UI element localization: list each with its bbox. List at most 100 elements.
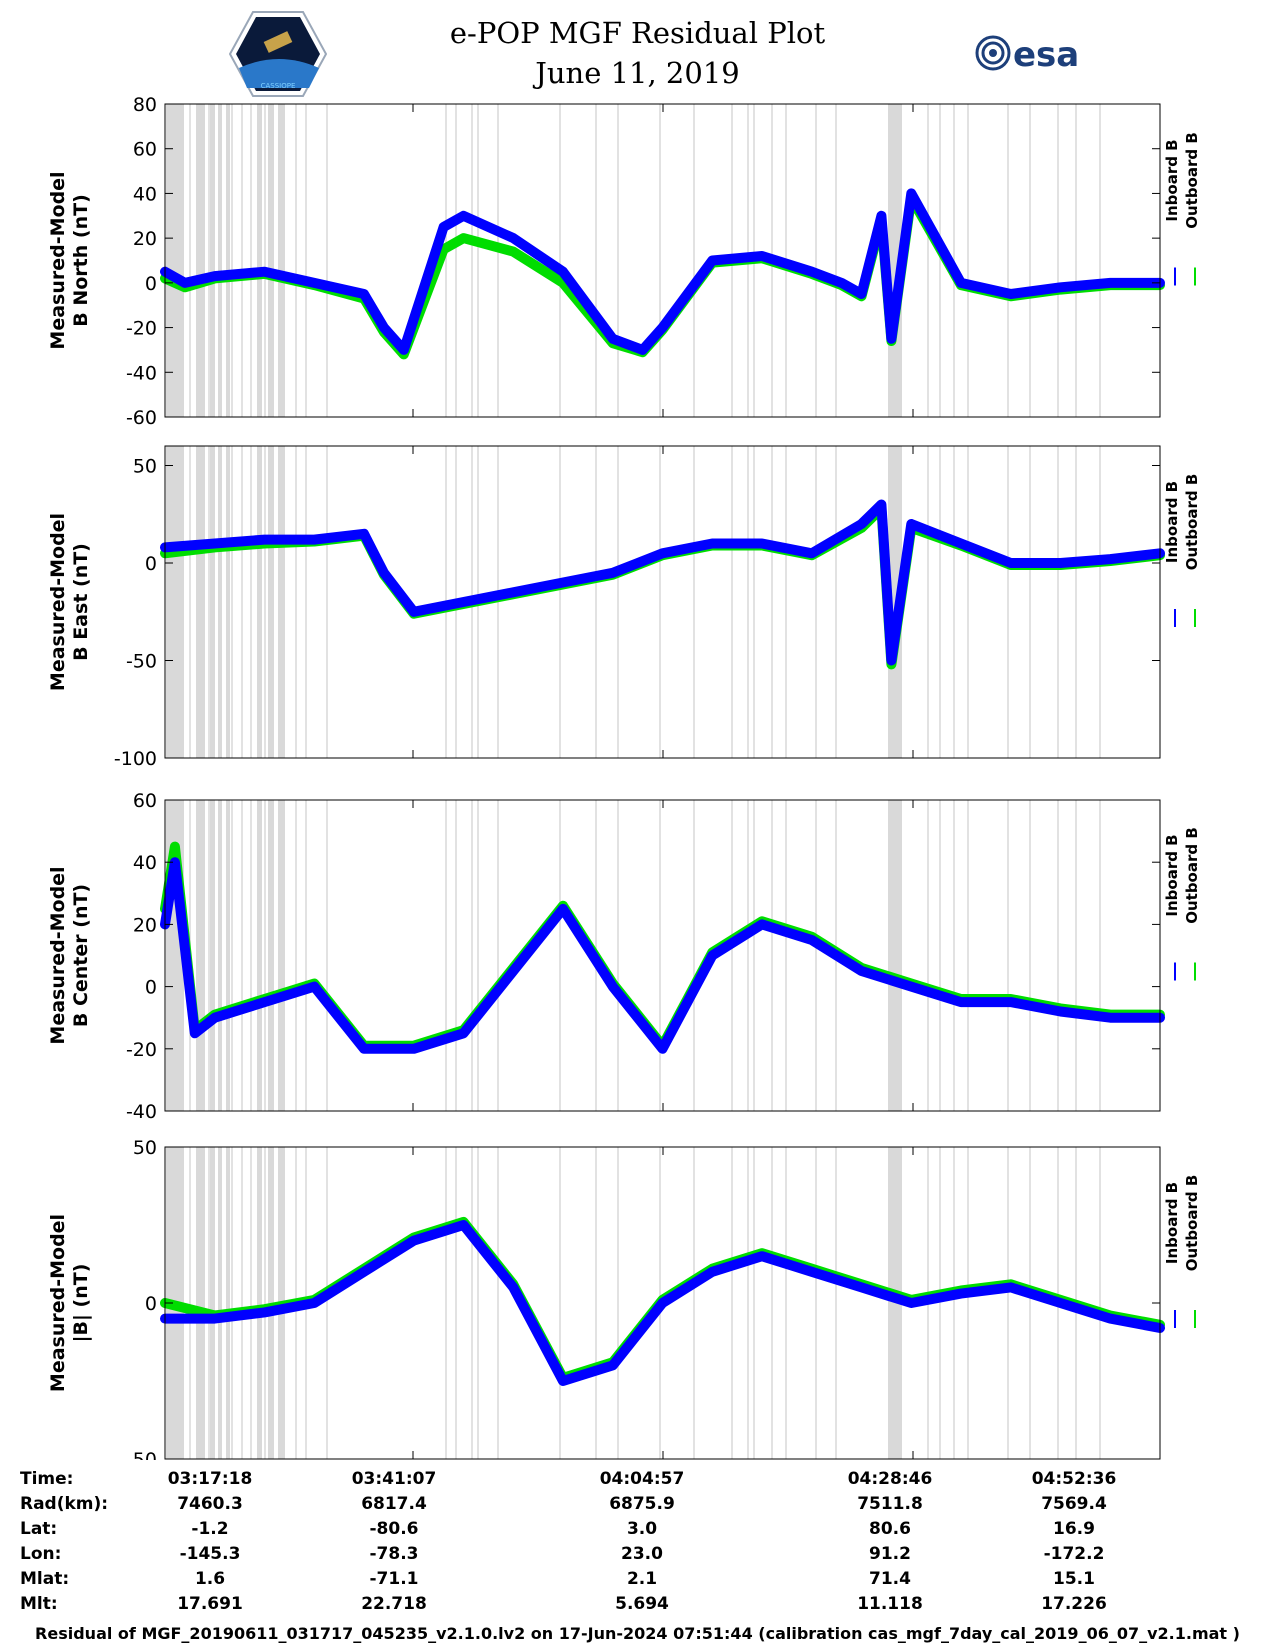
y-tick-label: -60 [126,407,157,429]
y-tick-label: 20 [133,228,157,250]
info-cell: 03:41:07 [351,1468,437,1489]
cassiope-logo-text: CASSIOPE [261,82,296,90]
info-row-label: Mlat: [20,1568,70,1589]
data-gap-band [210,1147,215,1459]
footer-caption: Residual of MGF_20190611_031717_045235_v… [35,1624,1240,1643]
plot-date: June 11, 2019 [535,56,740,90]
data-gap-band [268,104,274,417]
data-gap-band [166,446,184,758]
data-gap-band [268,800,274,1111]
y-tick-label: 50 [133,1137,157,1159]
cassiope-logo: CASSIOPE [229,11,327,97]
info-cell: 11.118 [857,1593,923,1614]
data-gap-band [226,800,230,1111]
info-cell: -80.6 [369,1518,419,1539]
info-cell: 3.0 [626,1518,658,1539]
info-cell: 17.691 [177,1593,243,1614]
info-cell: 7460.3 [177,1493,243,1514]
data-gap-band [257,104,262,417]
info-cell: 04:52:36 [1031,1468,1117,1489]
info-row: Lon: -145.3 -78.3 23.0 91.2 -172.2 [20,1541,1134,1566]
plot-frame [164,103,1161,418]
info-cell: 1.6 [194,1568,226,1589]
y-tick-label: 80 [133,94,157,116]
y-axis-label: Measured-Model [47,1214,69,1392]
y-tick-label: -50 [126,1449,157,1460]
series-outboard-b [160,841,1165,1051]
info-cell: -172.2 [1043,1543,1105,1564]
data-gap-band [196,1147,205,1459]
chart-panel-2: 50 0 -50 -100 Measured-Model B East (nT) Inboa… [47,445,1201,770]
y-tick-label: 60 [133,790,157,812]
y-tick-label: -40 [126,362,157,384]
plot-title: e-POP MGF Residual Plot [449,16,826,50]
y-tick-label: -100 [114,748,157,770]
y-tick-label: 0 [145,1293,157,1315]
info-cell: 23.0 [621,1543,663,1564]
legend-outboard-label: Outboard B [1183,1175,1201,1272]
legend-inboard-label: Inboard B [1163,481,1181,563]
y-tick-label: 40 [133,852,157,874]
y-axis-label: B North (nT) [70,194,92,327]
info-row: Mlt: 17.691 22.718 5.694 11.118 17.226 [20,1591,1134,1616]
data-gap-band [196,446,205,758]
info-cell: 80.6 [869,1518,911,1539]
data-gap-band [166,104,184,417]
series-inboard-b [160,1220,1165,1386]
y-axis-label: B Center (nT) [70,884,92,1027]
data-gap-band [278,446,285,758]
info-cell: -78.3 [369,1543,419,1564]
data-gap-band [226,1147,230,1459]
y-tick-label: 20 [133,914,157,936]
data-gap-band [210,446,215,758]
y-tick-label: 0 [145,977,157,999]
esa-logo: esa [975,35,1079,75]
info-row: Lat: -1.2 -80.6 3.0 80.6 16.9 [20,1516,1134,1541]
info-row-label: Rad(km): [20,1493,109,1514]
info-cell: 6817.4 [361,1493,427,1514]
y-tick-label: -20 [126,318,157,340]
data-gap-band [218,104,222,417]
info-cell: 22.718 [361,1593,427,1614]
y-axis-label: |B| (nT) [70,1264,92,1343]
chart-panel-3: 60 40 20 0 -20 -40 Measured-Model B Center (nT)… [47,790,1201,1123]
info-cell: 04:04:57 [599,1468,685,1489]
info-row-label: Mlt: [20,1593,58,1614]
info-cell: 6875.9 [609,1493,675,1514]
legend-outboard-label: Outboard B [1183,132,1201,229]
esa-logo-text: esa [1013,35,1079,75]
y-axis-label: B East (nT) [70,543,92,661]
y-tick-label: 0 [145,273,157,295]
data-gap-band [226,104,230,417]
data-gap-band [218,800,222,1111]
series-inboard-b [160,857,1165,1054]
info-cell: -71.1 [369,1568,419,1589]
legend-inboard-label: Inboard B [1163,139,1181,221]
info-row-label: Time: [20,1468,74,1489]
info-cell: 15.1 [1053,1568,1095,1589]
data-gap-band [210,800,215,1111]
y-tick-label: 0 [145,553,157,575]
y-tick-label: 50 [133,456,157,478]
y-tick-label: -40 [126,1101,157,1123]
info-row: Rad(km): 7460.3 6817.4 6875.9 7511.8 7569.4 [20,1491,1134,1516]
residual-charts: 80 60 40 20 0 -20 -40 -60 Measured-Model B North … [47,94,1201,1460]
info-cell: 7511.8 [857,1493,923,1514]
series-outboard-b [160,503,1165,670]
data-gap-band [210,104,215,417]
y-axis-label: Measured-Model [47,866,69,1044]
legend-inboard-label: Inboard B [1163,834,1181,916]
y-axis-label: Measured-Model [47,513,69,691]
data-gap-band [196,800,205,1111]
info-row-label: Lon: [20,1543,62,1564]
info-row: Mlat: 1.6 -71.1 2.1 71.4 15.1 [20,1566,1134,1591]
data-gap-band [218,446,222,758]
info-cell: 2.1 [626,1568,658,1589]
data-gap-band [218,1147,222,1459]
data-gap-band [226,446,230,758]
data-gap-band [196,104,205,417]
info-row-label: Lat: [20,1518,58,1539]
info-cell: 03:17:18 [167,1468,253,1489]
data-gap-band [268,446,274,758]
series-inboard-b [160,499,1165,666]
